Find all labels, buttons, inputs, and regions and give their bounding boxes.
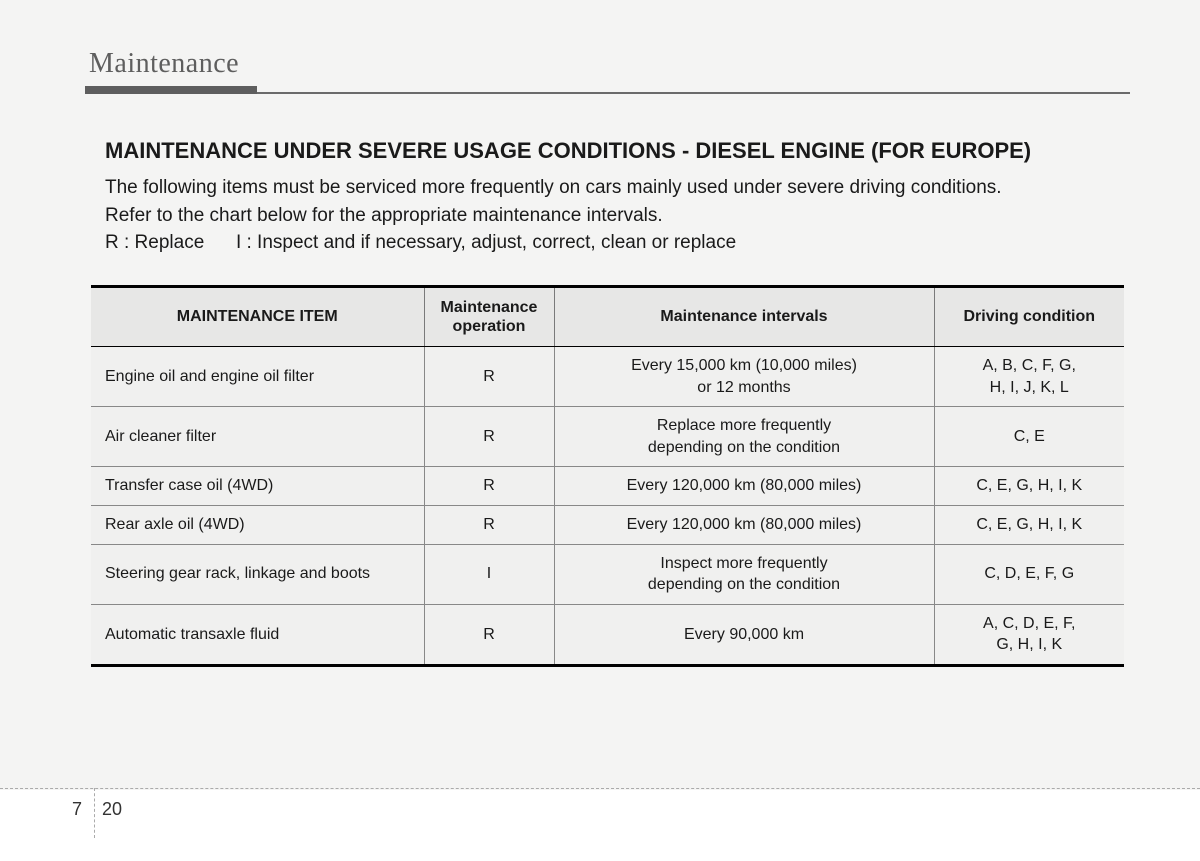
col-header-intervals: Maintenance intervals — [554, 286, 934, 346]
cell-interval: Every 90,000 km — [554, 604, 934, 665]
cell-op: I — [424, 544, 554, 604]
cell-item: Automatic transaxle fluid — [91, 604, 424, 665]
cell-interval: Every 120,000 km (80,000 miles) — [554, 505, 934, 544]
cell-op: R — [424, 505, 554, 544]
page-number: 20 — [102, 799, 122, 820]
cell-interval: Replace more frequentlydepending on the … — [554, 407, 934, 467]
cell-cond: C, E, G, H, I, K — [934, 505, 1124, 544]
cell-op: R — [424, 407, 554, 467]
cell-item: Rear axle oil (4WD) — [91, 505, 424, 544]
cell-item: Engine oil and engine oil filter — [91, 347, 424, 407]
header-rule-block — [85, 86, 257, 94]
cell-item: Steering gear rack, linkage and boots — [91, 544, 424, 604]
cell-cond: A, C, D, E, F,G, H, I, K — [934, 604, 1124, 665]
cell-item: Air cleaner filter — [91, 407, 424, 467]
col-header-item: MAINTENANCE ITEM — [91, 286, 424, 346]
intro-line-2: Refer to the chart below for the appropr… — [105, 202, 1130, 230]
page-number-divider — [94, 788, 95, 838]
maintenance-table-wrap: MAINTENANCE ITEM Maintenanceoperation Ma… — [85, 285, 1130, 667]
cell-interval: Every 15,000 km (10,000 miles)or 12 mont… — [554, 347, 934, 407]
intro-text: The following items must be serviced mor… — [85, 174, 1130, 257]
cell-cond: C, E — [934, 407, 1124, 467]
table-row: Rear axle oil (4WD) R Every 120,000 km (… — [91, 505, 1124, 544]
cell-interval: Inspect more frequentlydepending on the … — [554, 544, 934, 604]
cell-cond: C, E, G, H, I, K — [934, 467, 1124, 506]
page-footer: 7 20 — [0, 788, 1200, 835]
cell-cond: A, B, C, F, G,H, I, J, K, L — [934, 347, 1124, 407]
col-header-operation: Maintenanceoperation — [424, 286, 554, 346]
table-row: Engine oil and engine oil filter R Every… — [91, 347, 1124, 407]
table-row: Air cleaner filter R Replace more freque… — [91, 407, 1124, 467]
page-title: MAINTENANCE UNDER SEVERE USAGE CONDITION… — [85, 138, 1130, 164]
maintenance-table: MAINTENANCE ITEM Maintenanceoperation Ma… — [91, 285, 1124, 667]
table-row: Transfer case oil (4WD) R Every 120,000 … — [91, 467, 1124, 506]
page-body: Maintenance MAINTENANCE UNDER SEVERE USA… — [0, 0, 1200, 790]
cell-op: R — [424, 347, 554, 407]
table-header-row: MAINTENANCE ITEM Maintenanceoperation Ma… — [91, 286, 1124, 346]
cell-cond: C, D, E, F, G — [934, 544, 1124, 604]
cell-op: R — [424, 604, 554, 665]
cell-op: R — [424, 467, 554, 506]
cell-interval: Every 120,000 km (80,000 miles) — [554, 467, 934, 506]
cell-item: Transfer case oil (4WD) — [91, 467, 424, 506]
intro-line-1: The following items must be serviced mor… — [105, 174, 1130, 202]
chapter-number: 7 — [72, 799, 82, 820]
legend: R : Replace I : Inspect and if necessary… — [105, 229, 1130, 257]
col-header-condition: Driving condition — [934, 286, 1124, 346]
table-body: Engine oil and engine oil filter R Every… — [91, 347, 1124, 666]
section-header: Maintenance — [85, 48, 1130, 80]
table-row: Automatic transaxle fluid R Every 90,000… — [91, 604, 1124, 665]
table-row: Steering gear rack, linkage and boots I … — [91, 544, 1124, 604]
